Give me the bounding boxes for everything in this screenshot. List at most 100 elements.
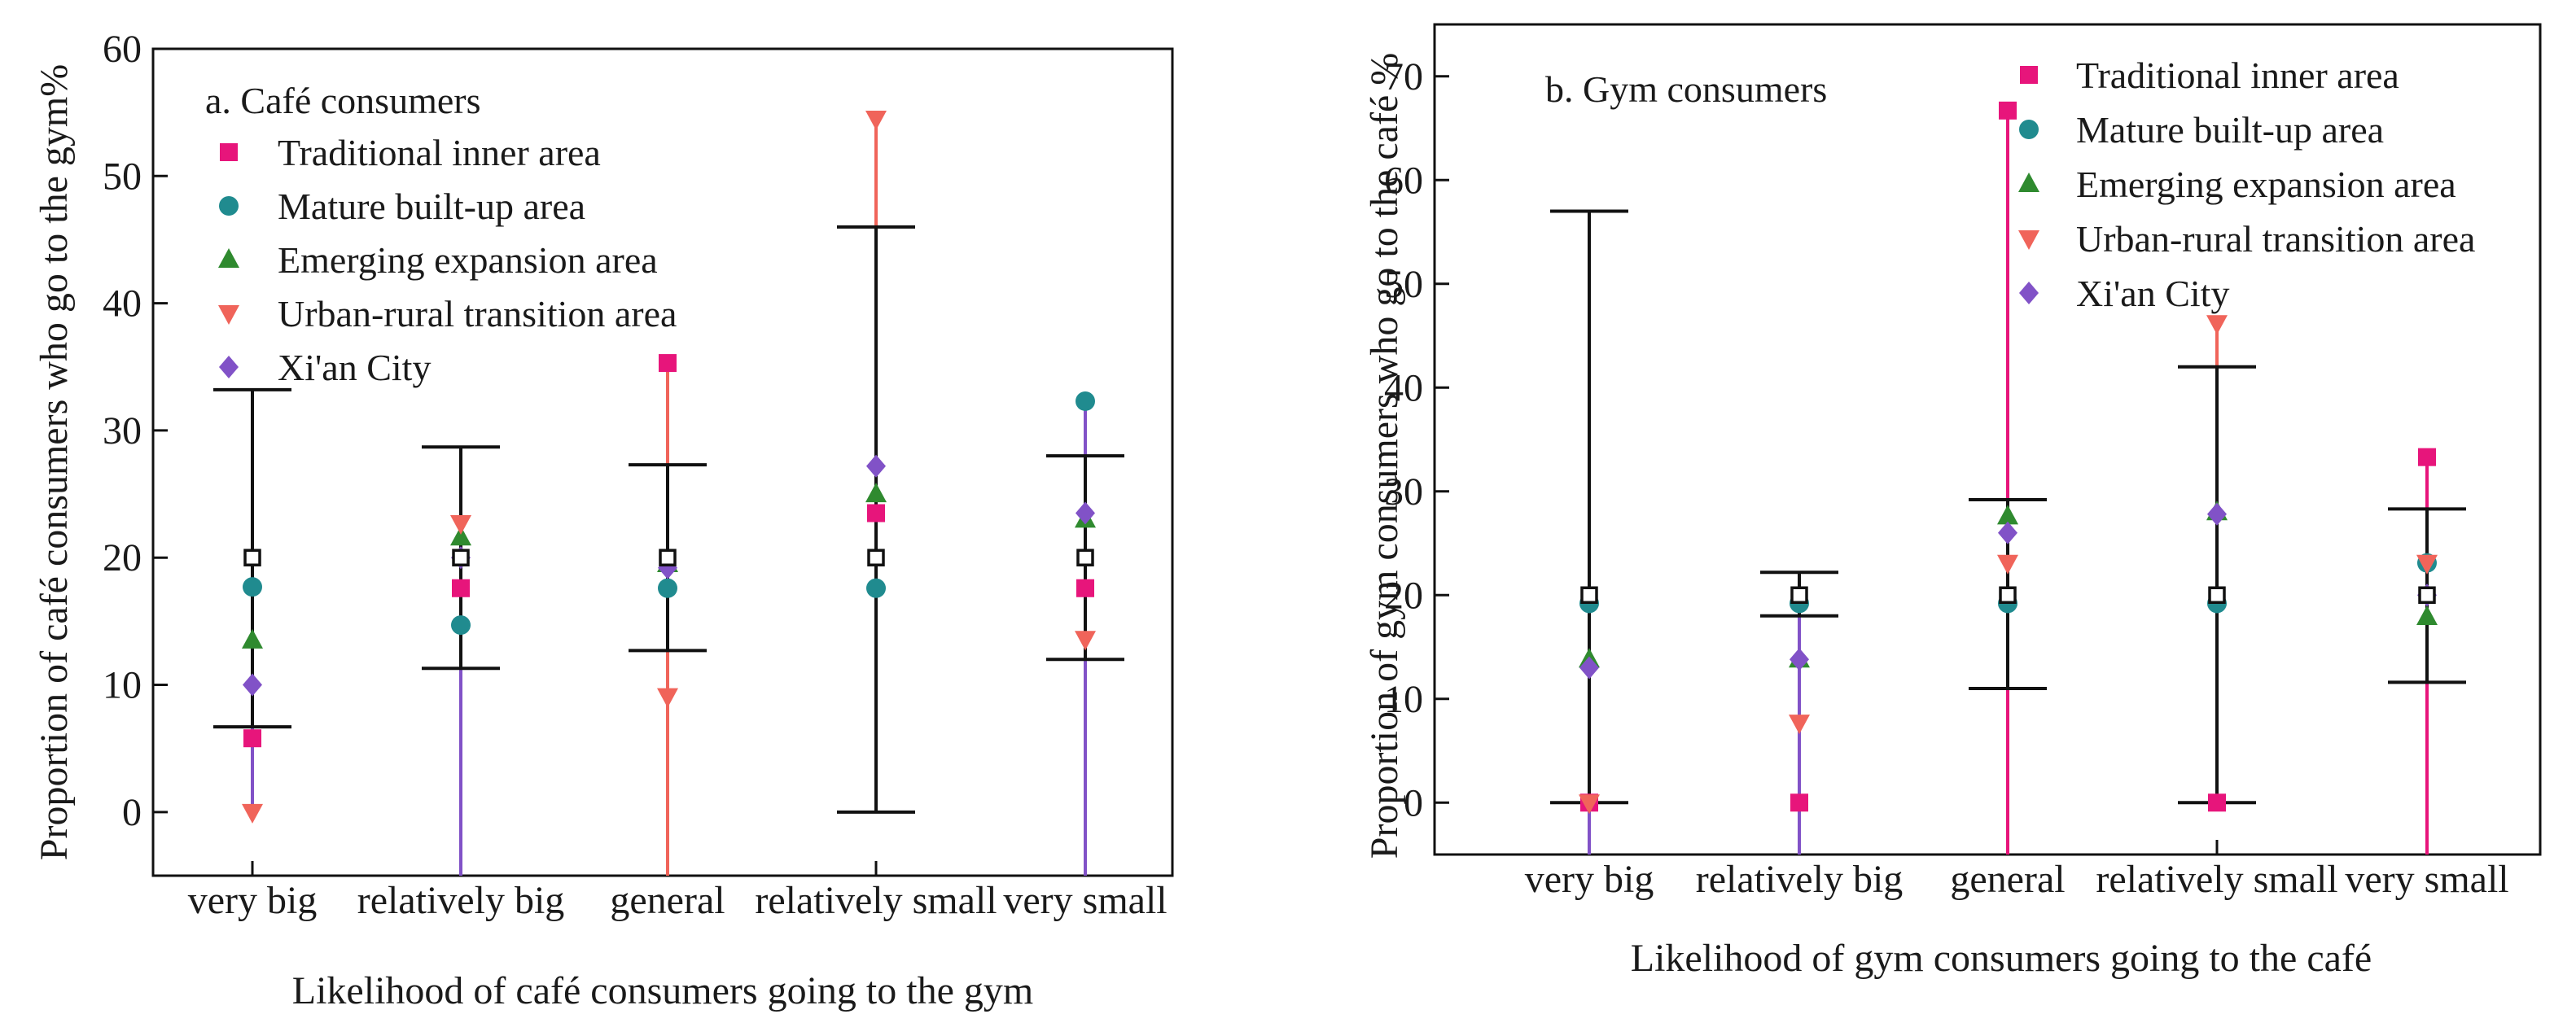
y-tick-label: 40 (103, 282, 142, 326)
panel-a-legend-emerging: Emerging expansion area (218, 239, 658, 281)
data-point-circle (866, 578, 886, 598)
legend-circle-icon (219, 196, 239, 216)
panel-b-y-axis-title: Proportion of gym consumers who go to th… (1363, 53, 1406, 859)
panel-a-legend-label: Traditional inner area (278, 132, 601, 173)
x-tick-label: relatively small (755, 879, 997, 922)
panel-a-ticks: 0 10 20 30 40 50 60 very big relatively big gener… (103, 28, 1168, 922)
data-point-square (659, 354, 677, 373)
y-tick-label: 20 (103, 536, 142, 579)
data-point-triangle-up (2416, 605, 2438, 626)
panel-b-legend-mature: Mature built-up area (2019, 109, 2384, 151)
legend-triangle-down-shape (218, 305, 239, 325)
data-point-square (1999, 101, 2017, 120)
x-tick-label: very big (188, 879, 318, 922)
data-point-triangle-up (865, 483, 887, 503)
legend-diamond-icon (2019, 282, 2039, 304)
legend-square-shape (2020, 66, 2038, 84)
y-tick-label: 60 (1384, 159, 1423, 202)
y-tick-label: 20 (1384, 574, 1423, 617)
panel-b-x-axis-title: Likelihood of gym consumers going to the… (1631, 937, 2372, 980)
panel-a-legend-label: Mature built-up area (278, 186, 585, 227)
legend-diamond-icon (219, 356, 239, 378)
panel-a-plot-frame (151, 47, 1174, 877)
panel-a-legend-traditional: Traditional inner area (220, 132, 601, 173)
legend-circle-shape (219, 196, 239, 216)
legend-triangle-up-shape (2018, 173, 2039, 192)
panel-a-legend-urban: Urban-rural transition area (218, 293, 677, 334)
data-point-circle (658, 578, 677, 598)
panel-b-title: b. Gym consumers (1545, 68, 1827, 110)
legend-square-shape (220, 143, 238, 161)
panel-b-legend-label: Mature built-up area (2076, 109, 2384, 151)
panel-a-markers (242, 110, 1096, 824)
data-point-triangle-down (1789, 715, 1810, 735)
panel-b-legend-label: Xi'an City (2076, 273, 2229, 314)
legend-triangle-up-shape (218, 248, 239, 268)
mean-marker (243, 549, 261, 566)
data-point-diamond (1579, 656, 1599, 680)
legend-square-icon (220, 143, 238, 161)
panel-b-legend: Traditional inner area Mature built-up a… (2018, 55, 2475, 314)
data-point-diamond (243, 673, 262, 697)
x-tick-label: very small (2345, 858, 2508, 901)
data-point-square (1790, 793, 1808, 812)
x-tick-label: relatively big (357, 879, 565, 922)
y-tick-label: 0 (122, 791, 142, 834)
y-tick-label: 40 (1384, 366, 1423, 409)
data-point-diamond (2207, 502, 2227, 526)
data-point-triangle-up (1997, 505, 2018, 525)
data-point-triangle-down (242, 803, 263, 824)
data-point-circle (451, 615, 471, 636)
panel-b-legend-urban: Urban-rural transition area (2018, 218, 2475, 260)
data-point-triangle-down (2206, 315, 2228, 335)
panel-b-legend-xian: Xi'an City (2019, 273, 2229, 314)
data-point-square (867, 504, 885, 522)
panel-b-legend-label: Traditional inner area (2076, 55, 2399, 96)
mean-marker (452, 549, 470, 566)
panel-b-legend-label: Urban-rural transition area (2076, 218, 2475, 260)
panel-a-legend-label: Urban-rural transition area (278, 293, 677, 334)
data-point-triangle-up (242, 628, 263, 649)
mean-marker (1580, 586, 1598, 604)
data-point-circle (1076, 391, 1095, 411)
panel-b-plot-frame (1433, 23, 2542, 856)
mean-marker (659, 549, 677, 566)
data-point-triangle-down (865, 110, 887, 130)
x-tick-label: very big (1525, 858, 1654, 901)
mean-marker (1999, 586, 2017, 604)
data-point-triangle-up (450, 526, 471, 546)
y-tick-label: 0 (1404, 781, 1423, 824)
y-tick-label: 10 (103, 664, 142, 707)
data-point-diamond (1076, 501, 1095, 525)
x-tick-label: general (610, 879, 725, 922)
panel-b-legend-emerging: Emerging expansion area (2018, 164, 2456, 205)
legend-triangle-down-icon (2018, 230, 2039, 250)
panel-b-legend-label: Emerging expansion area (2076, 164, 2456, 205)
legend-diamond-shape (2019, 282, 2039, 304)
panel-a-x-axis-title: Likelihood of café consumers going to th… (292, 969, 1033, 1012)
data-point-square (243, 729, 261, 748)
data-point-diamond (1790, 648, 1809, 671)
panel-a-legend-mature: Mature built-up area (219, 186, 585, 227)
data-point-square (2418, 448, 2436, 466)
x-tick-label: general (1950, 858, 2065, 901)
mean-marker (2208, 586, 2226, 604)
x-tick-label: relatively big (1696, 858, 1904, 901)
legend-triangle-up-icon (218, 248, 239, 268)
data-point-diamond (1998, 521, 2017, 544)
x-tick-label: relatively small (2096, 858, 2337, 901)
legend-diamond-shape (219, 356, 239, 378)
data-point-triangle-down (657, 688, 678, 708)
data-point-circle (243, 577, 262, 597)
data-point-triangle-down (450, 515, 471, 535)
legend-circle-shape (2019, 120, 2039, 139)
data-point-triangle-down (1579, 794, 1600, 815)
panel-b-markers (1579, 101, 2438, 815)
mean-marker (1076, 549, 1094, 566)
panel-b-legend-traditional: Traditional inner area (2020, 55, 2399, 96)
legend-triangle-down-shape (2018, 230, 2039, 250)
panel-a-legend-xian: Xi'an City (219, 347, 431, 388)
y-tick-label: 30 (1384, 470, 1423, 514)
legend-square-icon (2020, 66, 2038, 84)
